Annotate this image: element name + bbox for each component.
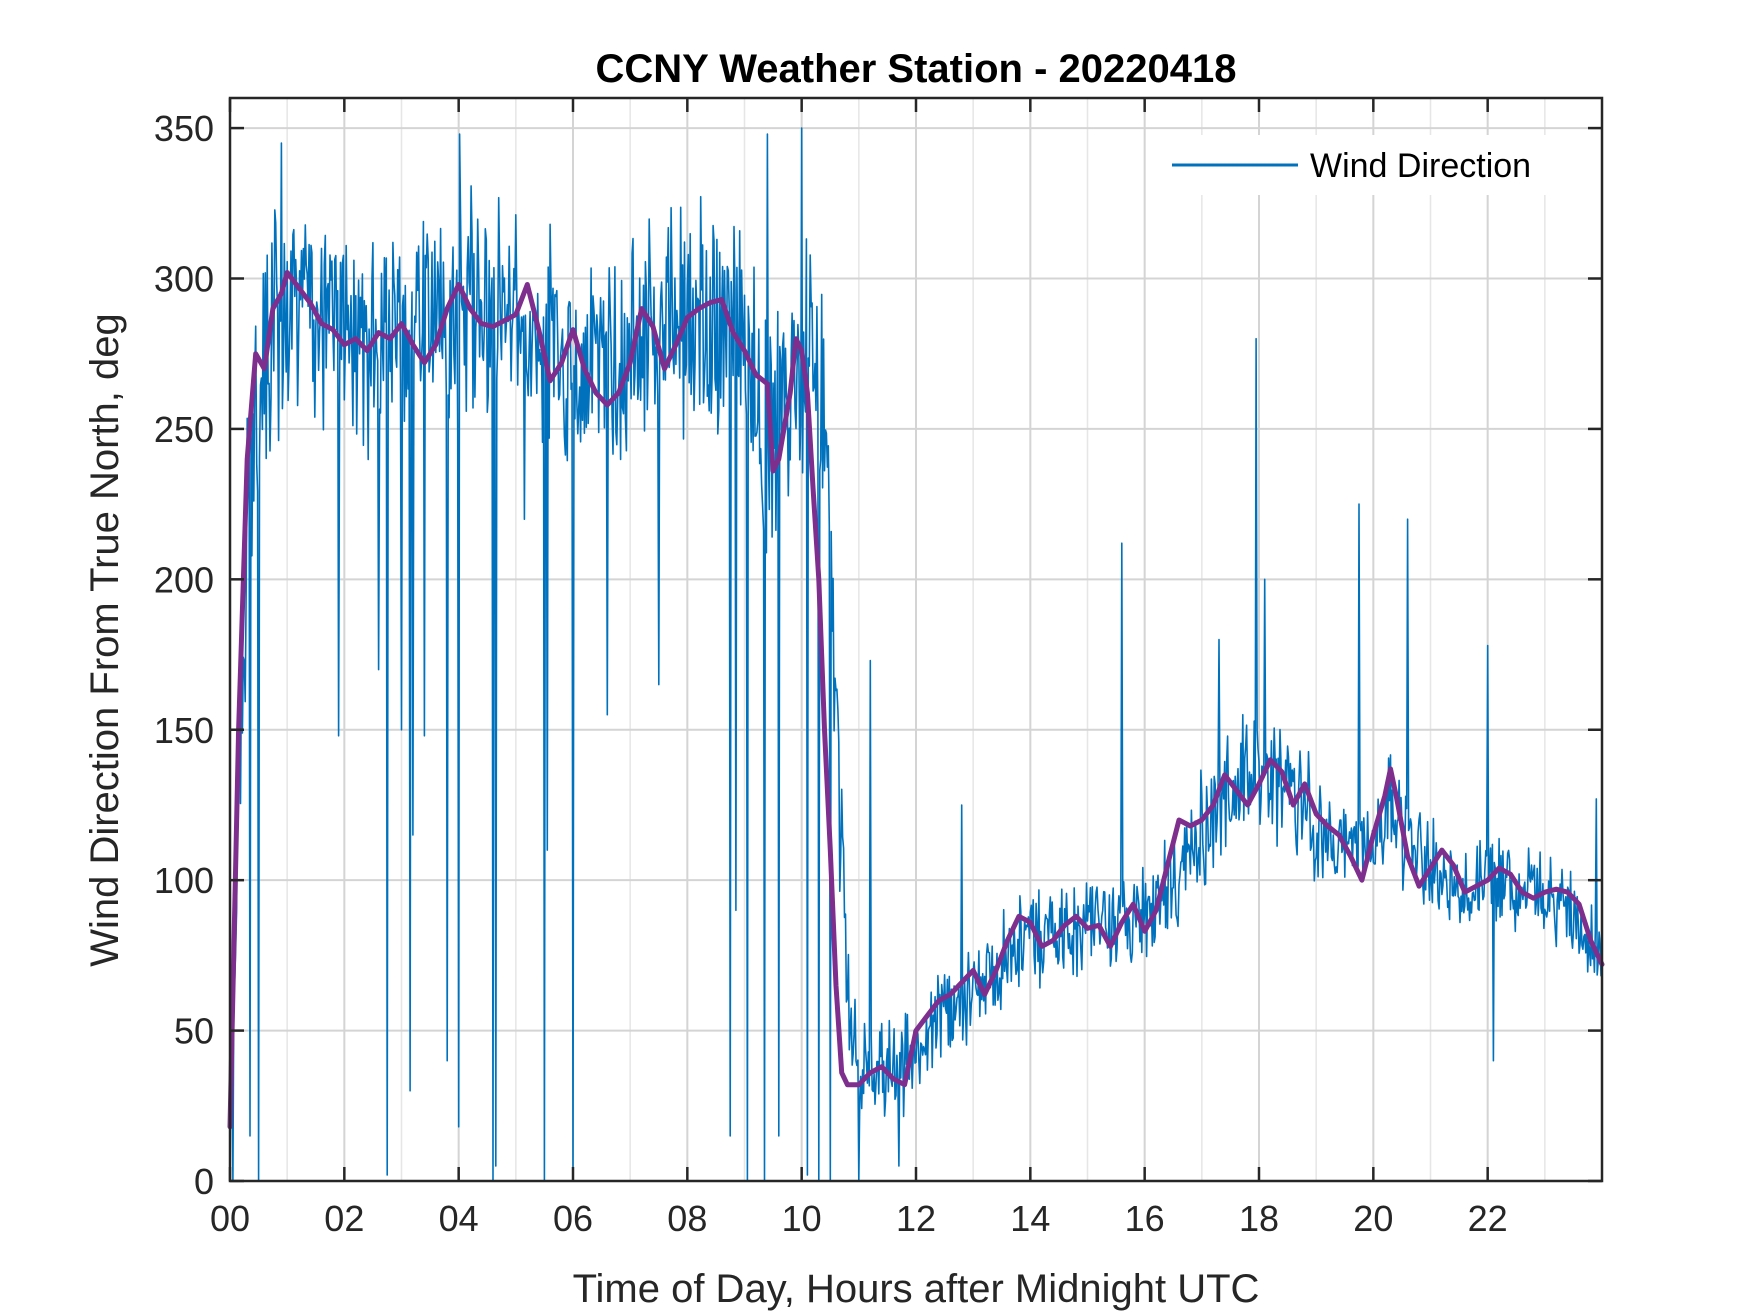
x-tick-label: 18: [1239, 1198, 1279, 1239]
x-tick-label: 02: [324, 1198, 364, 1239]
y-axis-label: Wind Direction From True North, deg: [83, 313, 127, 967]
tick-labels: 00 02 04 06 08 10 12 14 16 18 20 22 0 50 100 150 200 250 3…: [154, 108, 1508, 1239]
x-tick-label: 00: [210, 1198, 250, 1239]
y-tick-label: 0: [194, 1161, 214, 1202]
series-line-running-mean: [227, 270, 1605, 1130]
x-tick-label: 08: [667, 1198, 707, 1239]
series-line-wind-direction: [229, 127, 1603, 1182]
legend-label-wind-direction: Wind Direction: [1310, 147, 1531, 185]
x-tick-label: 12: [896, 1198, 936, 1239]
x-tick-label: 20: [1353, 1198, 1393, 1239]
y-tick-label: 150: [154, 710, 214, 751]
series-layer: [227, 127, 1605, 1182]
x-tick-label: 10: [782, 1198, 822, 1239]
tick-marks: [228, 98, 1602, 1183]
y-tick-label: 350: [154, 108, 214, 149]
x-tick-label: 06: [553, 1198, 593, 1239]
y-tick-label: 250: [154, 409, 214, 450]
x-tick-label: 14: [1010, 1198, 1050, 1239]
x-tick-label: 22: [1468, 1198, 1508, 1239]
x-tick-label: 16: [1125, 1198, 1165, 1239]
y-tick-label: 100: [154, 860, 214, 901]
y-tick-label: 50: [174, 1011, 214, 1052]
x-axis-label: Time of Day, Hours after Midnight UTC: [573, 1267, 1260, 1311]
chart-title: CCNY Weather Station - 20220418: [596, 47, 1237, 91]
x-tick-label: 04: [439, 1198, 479, 1239]
y-tick-label: 300: [154, 259, 214, 300]
legend: Wind Direction: [1160, 135, 1570, 195]
y-tick-label: 200: [154, 559, 214, 600]
